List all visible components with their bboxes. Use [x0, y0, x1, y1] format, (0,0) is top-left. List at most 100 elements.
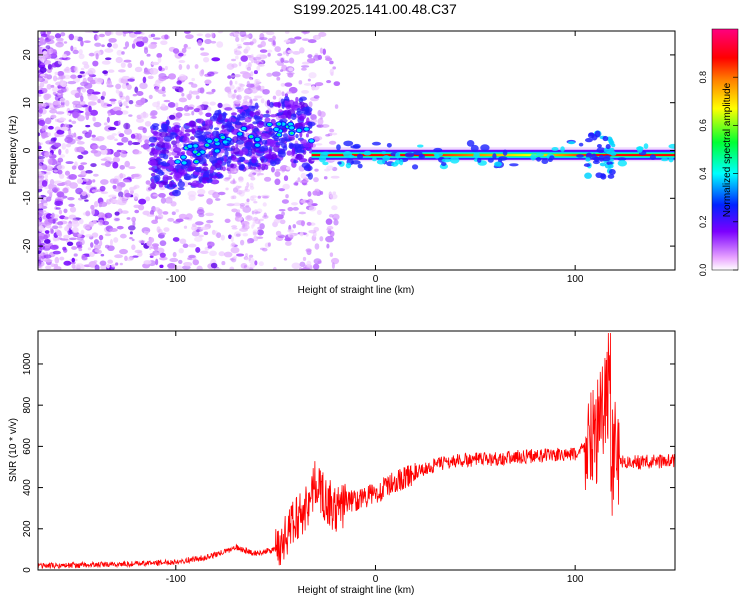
spectrogram-cell [333, 81, 341, 87]
spectrogram-cell [248, 166, 257, 170]
spectrogram-cell [191, 77, 196, 82]
spectrogram-cell [236, 101, 240, 105]
spectrogram-cell [221, 136, 225, 139]
spectrogram-cell [148, 43, 157, 50]
spectrogram-cell [158, 76, 167, 82]
spectrogram-cell [119, 248, 128, 255]
spectrogram-cell [129, 231, 133, 235]
spectrogram-cell [330, 72, 334, 76]
spectrogram-cell [46, 171, 51, 175]
spectrogram-cell [280, 57, 285, 63]
spectrogram-cell [63, 260, 72, 266]
spectrogram-cell [229, 266, 235, 270]
spectrogram-cell [91, 144, 100, 150]
spectrogram-cell [303, 31, 310, 34]
spectrogram-cell [188, 243, 197, 248]
spectrogram-cell [47, 41, 51, 45]
spectrogram-cell [283, 60, 290, 64]
spectrogram-cell [307, 191, 312, 197]
spectrogram-cell [278, 149, 286, 155]
spectrogram-cell [268, 127, 273, 132]
spectrogram-cell [313, 95, 320, 99]
spectrogram-cell [216, 232, 222, 239]
spectrogram-cell [154, 252, 162, 256]
spectrogram-cell [271, 166, 275, 173]
spectrogram-cell [301, 61, 310, 65]
spectrogram-cell [39, 41, 44, 46]
spectrogram-cell [148, 136, 158, 143]
spectrogram-cell [94, 264, 100, 270]
spectrogram-cell [55, 111, 65, 115]
spectrogram-cell [175, 112, 183, 118]
spectrogram-cell [99, 185, 106, 192]
spectrogram-cell [230, 236, 234, 242]
colorbar-frame [711, 28, 739, 271]
spectrogram-cell [100, 95, 105, 100]
spectrogram-cell [124, 128, 133, 135]
spectrogram-cell [299, 115, 305, 121]
spectrogram-cell [317, 109, 322, 117]
spectrogram-cell [312, 190, 319, 196]
spectrogram-cell [174, 155, 180, 159]
spectrogram-cell [81, 87, 87, 93]
spectrogram-cell [140, 145, 145, 148]
spectrogram-cell [271, 71, 281, 77]
spectrogram-cell [108, 194, 117, 198]
spectrogram-cell [249, 195, 255, 201]
spectrogram-cell [345, 162, 352, 169]
spectrogram-cell [267, 242, 271, 247]
spectrogram-cell [83, 40, 91, 44]
spectrogram-cell [83, 223, 90, 230]
spectrogram-cell [306, 260, 312, 267]
spectrogram-cell [243, 36, 247, 40]
spectrogram-cell [84, 199, 89, 202]
spectrogram-cell [136, 117, 144, 123]
spectrogram-cell [157, 57, 162, 64]
spectrogram-cell [243, 95, 250, 100]
spectrogram-cell [106, 116, 110, 123]
spectrogram-cell [274, 157, 281, 165]
spectrogram-cell [433, 147, 443, 153]
spectrogram-cell [92, 117, 97, 122]
spectrogram-cell [235, 233, 241, 237]
spectrogram-cell [291, 262, 301, 270]
spectrogram-cell [275, 60, 281, 64]
spectrogram-cell [128, 99, 134, 105]
spectrogram-cell [159, 131, 168, 138]
spectrogram-cell [276, 76, 281, 81]
spectrogram-cell [54, 33, 62, 39]
spectrogram-cell [98, 234, 104, 241]
spectrogram-cell [174, 190, 179, 194]
spectrogram-cell [44, 230, 50, 234]
spectrogram-cell [112, 161, 119, 169]
spectrogram-cell [314, 168, 319, 172]
spectrogram-cell [284, 82, 293, 87]
spectrogram-cell [97, 219, 105, 226]
spectrogram-cell [151, 123, 160, 128]
spectrogram-cell [70, 45, 74, 52]
spectrogram-cell [77, 164, 85, 171]
spectrogram-cell [168, 157, 174, 160]
spectrogram-cell [54, 256, 60, 264]
spectrogram-cell [48, 158, 53, 165]
spectrogram-cell [209, 101, 216, 106]
colorbar-label: Normalized spectral amplitude [722, 82, 733, 217]
spectrogram-cell [231, 112, 237, 116]
spectrogram-cell [245, 141, 254, 149]
spectrogram-cell [92, 179, 96, 183]
spectrogram-cell [99, 145, 107, 151]
spectrogram-cell [215, 139, 218, 141]
spectrogram-cell [39, 66, 47, 73]
spectrogram-cell [331, 205, 338, 211]
spectrogram-cell [208, 119, 213, 127]
spectrogram-cell [172, 144, 178, 148]
spectrogram-cell [127, 225, 136, 231]
spectrogram-cell [152, 126, 159, 131]
spectrogram-cell [154, 174, 161, 182]
spectrogram-cell [254, 211, 261, 214]
spectrogram-cell [466, 139, 475, 147]
spectrogram-cell [91, 232, 99, 238]
spectrogram-cell [38, 225, 44, 232]
spectrogram-cell [307, 39, 317, 44]
spectrogram-cell [275, 214, 284, 220]
